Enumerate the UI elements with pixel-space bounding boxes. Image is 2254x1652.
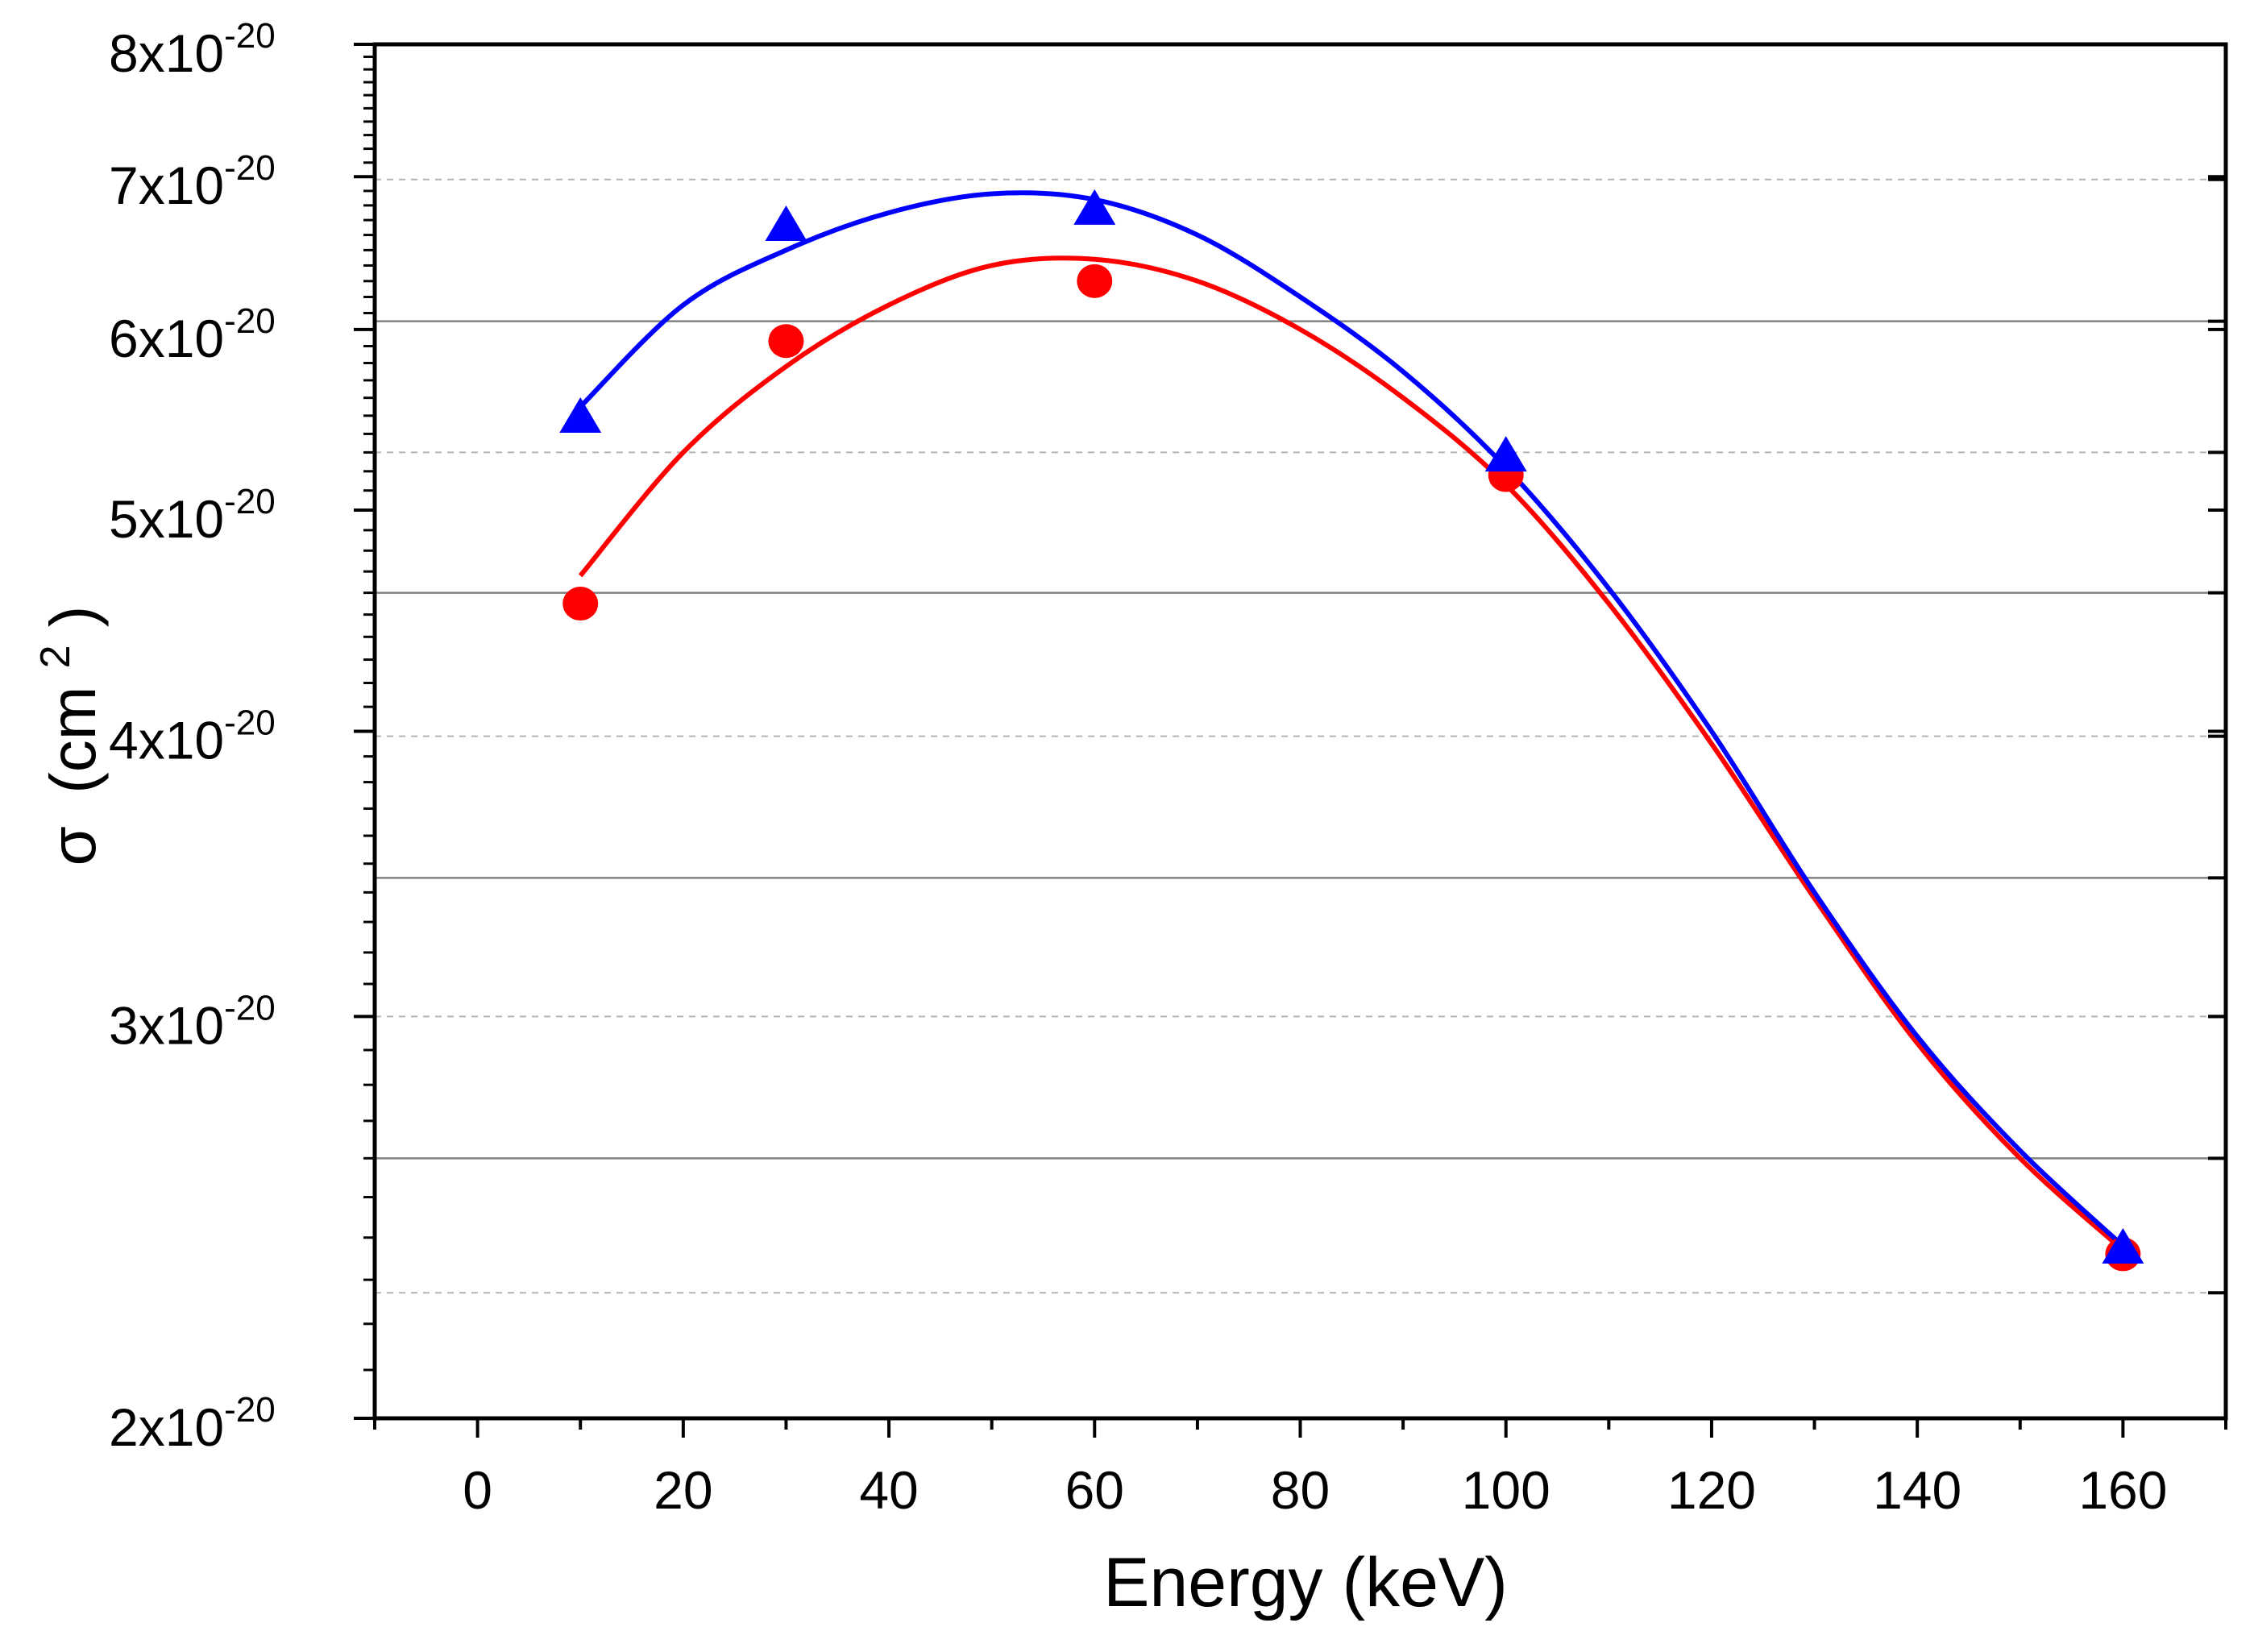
data-point-triangle xyxy=(1484,436,1527,472)
y-tick-exponent: -20 xyxy=(224,704,276,743)
x-tick-label: 120 xyxy=(1667,1460,1756,1520)
y-tick-exponent: -20 xyxy=(224,16,276,56)
x-tick-label: 160 xyxy=(2078,1460,2167,1520)
y-tick-labels: 2x10-203x10-204x10-205x10-206x10-207x10-… xyxy=(109,16,276,1457)
y-tick-label: 7x10-20 xyxy=(109,148,276,215)
y-tick-label: 4x10-20 xyxy=(109,704,276,770)
x-tick-label: 40 xyxy=(859,1460,918,1520)
x-tick-label: 0 xyxy=(463,1460,492,1520)
y-axis-unit-open: (cm xyxy=(37,687,109,794)
x-tick-label: 100 xyxy=(1462,1460,1550,1520)
data-point-triangle xyxy=(559,397,602,434)
y-tick-label: 6x10-20 xyxy=(109,301,276,368)
data-point-circle xyxy=(768,324,804,359)
y-tick-mantissa: 8x10 xyxy=(109,23,224,83)
data-markers xyxy=(559,189,2144,1272)
grid-lines xyxy=(375,178,2226,1294)
y-axis-symbol: σ xyxy=(37,826,109,865)
y-tick-mantissa: 7x10 xyxy=(109,156,224,215)
y-tick-exponent: -20 xyxy=(224,148,276,188)
x-axis-title: Energy (keV) xyxy=(1103,1544,1508,1621)
y-tick-mantissa: 2x10 xyxy=(109,1397,224,1457)
data-point-triangle xyxy=(1073,189,1116,225)
y-tick-mantissa: 5x10 xyxy=(109,489,224,549)
y-tick-mantissa: 6x10 xyxy=(109,309,224,368)
y-tick-label: 3x10-20 xyxy=(109,988,276,1055)
fit-curve-circle xyxy=(578,255,2125,1252)
y-tick-exponent: -20 xyxy=(224,988,276,1027)
data-point-triangle xyxy=(765,205,807,242)
y-axis-unit-close: ) xyxy=(37,606,109,628)
x-tick-label: 140 xyxy=(1873,1460,1961,1520)
axis-ticks xyxy=(354,43,2227,1438)
y-tick-exponent: -20 xyxy=(224,301,276,341)
y-tick-label: 5x10-20 xyxy=(109,482,276,549)
y-tick-label: 2x10-20 xyxy=(109,1390,276,1457)
fit-curve-triangle xyxy=(579,190,2125,1248)
data-point-circle xyxy=(1077,264,1113,298)
y-axis-title: σ (cm 2 ) xyxy=(11,606,109,866)
x-tick-label: 80 xyxy=(1271,1460,1330,1520)
y-tick-mantissa: 3x10 xyxy=(109,995,224,1055)
y-tick-exponent: -20 xyxy=(224,1390,276,1430)
x-tick-labels: 0 20 40 60 80 100 120 140 160 xyxy=(463,1460,2167,1520)
y-tick-label: 8x10-20 xyxy=(109,16,276,83)
fit-curves xyxy=(578,190,2125,1252)
y-tick-mantissa: 4x10 xyxy=(109,711,224,770)
data-point-triangle xyxy=(2102,1227,2144,1264)
x-tick-label: 60 xyxy=(1065,1460,1124,1520)
y-axis-unit-sup: 2 xyxy=(32,645,79,668)
plot-frame xyxy=(372,42,2228,1421)
y-tick-exponent: -20 xyxy=(224,482,276,521)
data-point-circle xyxy=(562,587,599,621)
x-tick-label: 20 xyxy=(654,1460,712,1520)
